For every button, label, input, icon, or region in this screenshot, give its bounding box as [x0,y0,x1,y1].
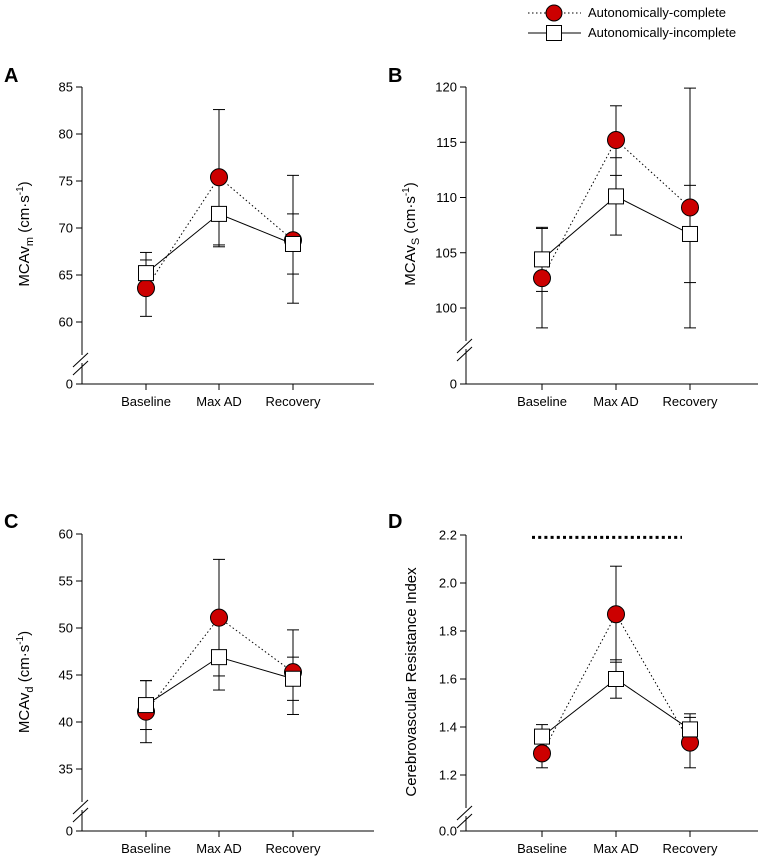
y-axis-label-d: Cerebrovascular Resistance Index [403,567,420,797]
legend-complete-label: Autonomically-complete [588,5,726,20]
y-tick-label: 115 [436,135,457,150]
x-tick-label: Recovery [266,394,321,409]
y-tick-label-zero: 0 [450,377,457,392]
data-point-incomplete [285,235,301,252]
axis-break-mark [72,799,89,815]
data-point-incomplete [534,728,550,745]
x-tick-label: Max AD [196,394,242,409]
panel-label-b: B [388,65,402,87]
x-tick-label: Max AD [196,841,242,856]
y-tick-label: 1.6 [439,672,457,687]
axis-break-mark [72,360,89,376]
x-tick-label: Baseline [517,394,567,409]
x-tick-label: Baseline [517,841,567,856]
data-point-incomplete [285,670,301,687]
legend-complete-marker [545,4,563,22]
axis-break-mark [456,813,473,829]
data-point-incomplete [682,225,698,242]
y-tick-label: 120 [435,80,457,95]
y-tick-label: 110 [436,190,457,205]
marks-d [533,565,699,769]
panel-label-d: D [388,511,402,533]
axis-break-mark [72,352,89,368]
data-point-incomplete [534,251,550,268]
y-tick-label: 60 [59,315,73,330]
data-point-complete [533,744,551,763]
y-tick-label: 45 [59,668,73,683]
y-tick-label: 105 [435,245,457,260]
y-tick-label: 85 [59,80,73,95]
data-point-complete [137,279,155,298]
data-point-complete [607,131,625,150]
x-tick-label: Recovery [663,841,718,856]
marks-a [137,109,302,317]
x-tick-label: Recovery [663,394,718,409]
y-tick-label: 40 [59,715,73,730]
panel-a: A MCAvm (cm·s-1) 60 65 70 75 80 85 0 Baseline Ma… [4,65,374,409]
legend: Autonomically-complete Autonomically-inc… [528,4,736,41]
y-tick-label-zero: 0 [66,824,73,839]
y-tick-label: 2.0 [439,576,457,591]
y-tick-label: 65 [59,268,73,283]
marks-c [137,558,302,744]
data-point-incomplete [138,265,154,282]
data-point-incomplete [682,721,698,738]
y-axis-label-a: MCAvm (cm·s-1) [15,181,36,286]
x-tick-label: Max AD [593,394,639,409]
y-tick-label: 55 [59,574,73,589]
data-point-incomplete [211,205,227,222]
axis-break-mark [456,346,473,362]
x-tick-label: Baseline [121,841,171,856]
y-tick-label-zero: 0 [66,377,73,392]
data-point-incomplete [608,188,624,205]
y-tick-label: 75 [59,174,73,189]
y-tick-label: 1.4 [439,720,457,735]
y-tick-label: 80 [59,127,73,142]
data-point-complete [210,168,228,187]
data-point-incomplete [138,697,154,714]
y-axis-label-b: MCAvS (cm·s-1) [401,182,422,285]
panel-c: C MCAvd (cm·s-1) 35 40 45 50 55 60 0 Baseline Ma… [4,511,374,856]
data-point-incomplete [211,649,227,666]
axis-break-mark [456,338,473,354]
y-axis-label-c: MCAvd (cm·s-1) [15,631,36,733]
data-point-complete [607,605,625,624]
panel-label-a: A [4,65,18,87]
panel-d: D Cerebrovascular Resistance Index 1.21.… [388,511,758,856]
data-point-complete [210,608,228,627]
data-point-complete [681,198,699,217]
y-tick-label: 1.8 [439,624,457,639]
axes-a: 60 65 70 75 80 85 0 Baseline Max AD Recovery [59,80,374,409]
legend-incomplete-label: Autonomically-incomplete [588,25,736,40]
x-tick-label: Recovery [266,841,321,856]
legend-incomplete-marker [546,25,562,41]
axes-c: 35 40 45 50 55 60 0 Baseline Max AD Recovery [59,527,374,856]
marks-b [533,87,699,329]
data-point-complete [533,269,551,288]
data-point-incomplete [608,671,624,687]
axis-break-mark [72,807,89,823]
y-tick-label: 2.2 [439,528,457,543]
y-tick-label: 1.2 [439,768,457,783]
y-tick-label: 60 [59,527,73,542]
series-line-complete [541,613,691,754]
axis-break-mark [456,805,473,821]
axes-b: 100 105 110 115 120 0 Baseline Max AD Recovery [435,80,758,409]
y-tick-label: 35 [59,762,73,777]
panel-b: B MCAvS (cm·s-1) 100 105 110 115 120 0 Baselin… [388,65,758,409]
axes-d: 1.2 1.4 1.6 1.8 2.0 2.2 0.0 Baseline Max AD Recov… [439,528,758,856]
y-tick-label: 50 [59,621,73,636]
panel-label-c: C [4,511,18,533]
series-line-complete [145,616,294,712]
x-tick-label: Baseline [121,394,171,409]
y-tick-label: 70 [59,221,73,236]
x-tick-label: Max AD [593,841,639,856]
y-tick-label-zero: 0.0 [439,824,457,839]
y-tick-label: 100 [435,301,457,316]
